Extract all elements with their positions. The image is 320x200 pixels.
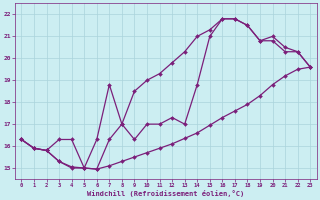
X-axis label: Windchill (Refroidissement éolien,°C): Windchill (Refroidissement éolien,°C): [87, 190, 244, 197]
